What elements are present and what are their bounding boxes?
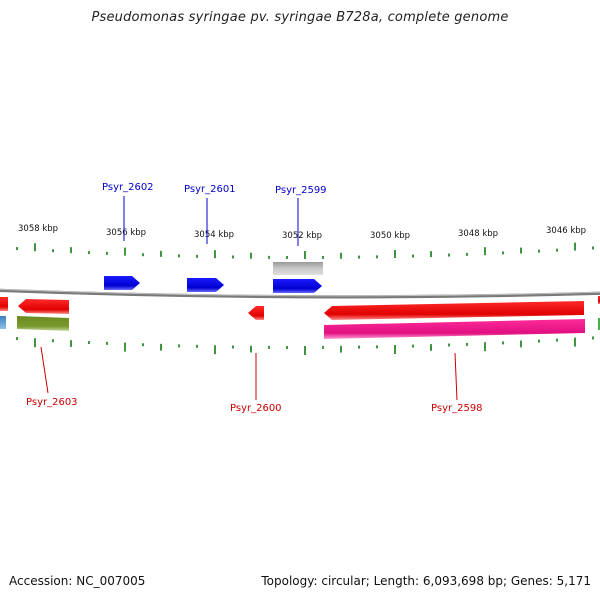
forward-label-leaders [123, 196, 299, 246]
green-edge-feature [598, 318, 600, 330]
scale-label-3048: 3048 kbp [458, 229, 498, 239]
magenta-feature [324, 319, 585, 339]
label-psyr-2602: Psyr_2602 [102, 182, 154, 193]
genome-backbone-highlight [0, 288, 600, 297]
gene-left-edge [0, 297, 8, 311]
accession-text: Accession: NC_007005 [9, 574, 146, 588]
scale-label-3046: 3046 kbp [546, 226, 586, 236]
gene-psyr-2601 [187, 278, 224, 292]
genome-summary-text: Topology: circular; Length: 6,093,698 bp… [261, 574, 591, 588]
scale-label-3050: 3050 kbp [370, 231, 410, 241]
label-psyr-2599: Psyr_2599 [275, 185, 327, 196]
genome-backbone [0, 288, 600, 299]
gene-psyr-2603 [18, 299, 69, 314]
scale-label-3054: 3054 kbp [194, 230, 234, 240]
label-psyr-2600: Psyr_2600 [230, 403, 282, 414]
map-title: Pseudomonas syringae pv. syringae B728a,… [91, 10, 509, 25]
scale-labels: 3058 kbp 3056 kbp 3054 kbp 3052 kbp 3050… [18, 224, 586, 241]
scale-label-3052: 3052 kbp [282, 231, 322, 241]
label-psyr-2598: Psyr_2598 [431, 403, 483, 414]
gene-psyr-2600 [248, 306, 264, 320]
olive-feature [17, 316, 69, 331]
gene-psyr-2602 [104, 276, 140, 290]
grey-feature [273, 262, 323, 275]
reverse-strand-genes [0, 296, 600, 320]
scale-label-3056: 3056 kbp [106, 228, 146, 238]
gene-psyr-2599 [273, 279, 322, 293]
label-psyr-2601: Psyr_2601 [184, 184, 236, 195]
gene-psyr-2598 [324, 301, 584, 320]
outer-scale-ticks [16, 242, 594, 259]
forward-gene-labels: Psyr_2602 Psyr_2601 Psyr_2599 [102, 182, 327, 196]
reverse-label-leaders [40, 346, 458, 401]
steel-feature [0, 316, 6, 329]
inner-scale-ticks [16, 336, 594, 355]
label-psyr-2603: Psyr_2603 [26, 397, 78, 408]
reverse-gene-labels: Psyr_2603 Psyr_2600 Psyr_2598 [26, 397, 483, 414]
scale-label-3058: 3058 kbp [18, 224, 58, 234]
forward-strand-genes [104, 276, 322, 293]
